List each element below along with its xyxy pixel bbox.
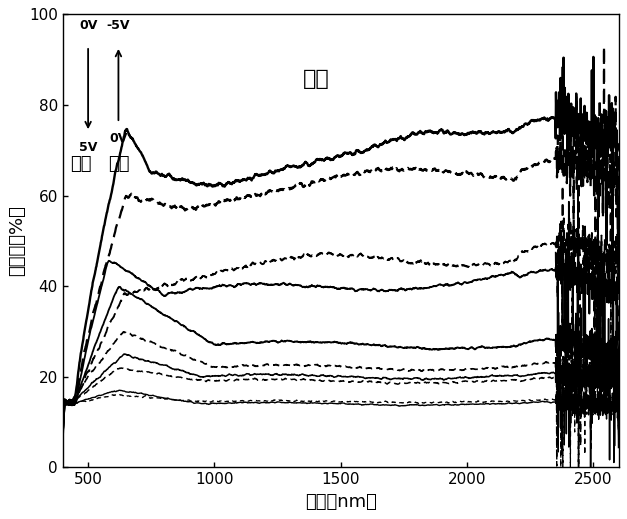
Text: 虚线: 虚线: [108, 155, 130, 173]
Text: 实线: 实线: [70, 155, 92, 173]
Text: 电压: 电压: [303, 69, 330, 89]
Text: 5V: 5V: [79, 141, 97, 154]
Y-axis label: 透光率（%）: 透光率（%）: [8, 206, 26, 276]
Text: 0V: 0V: [109, 132, 128, 145]
X-axis label: 波长（nm）: 波长（nm）: [305, 493, 377, 511]
Text: -5V: -5V: [107, 19, 130, 33]
Text: 0V: 0V: [79, 19, 97, 33]
